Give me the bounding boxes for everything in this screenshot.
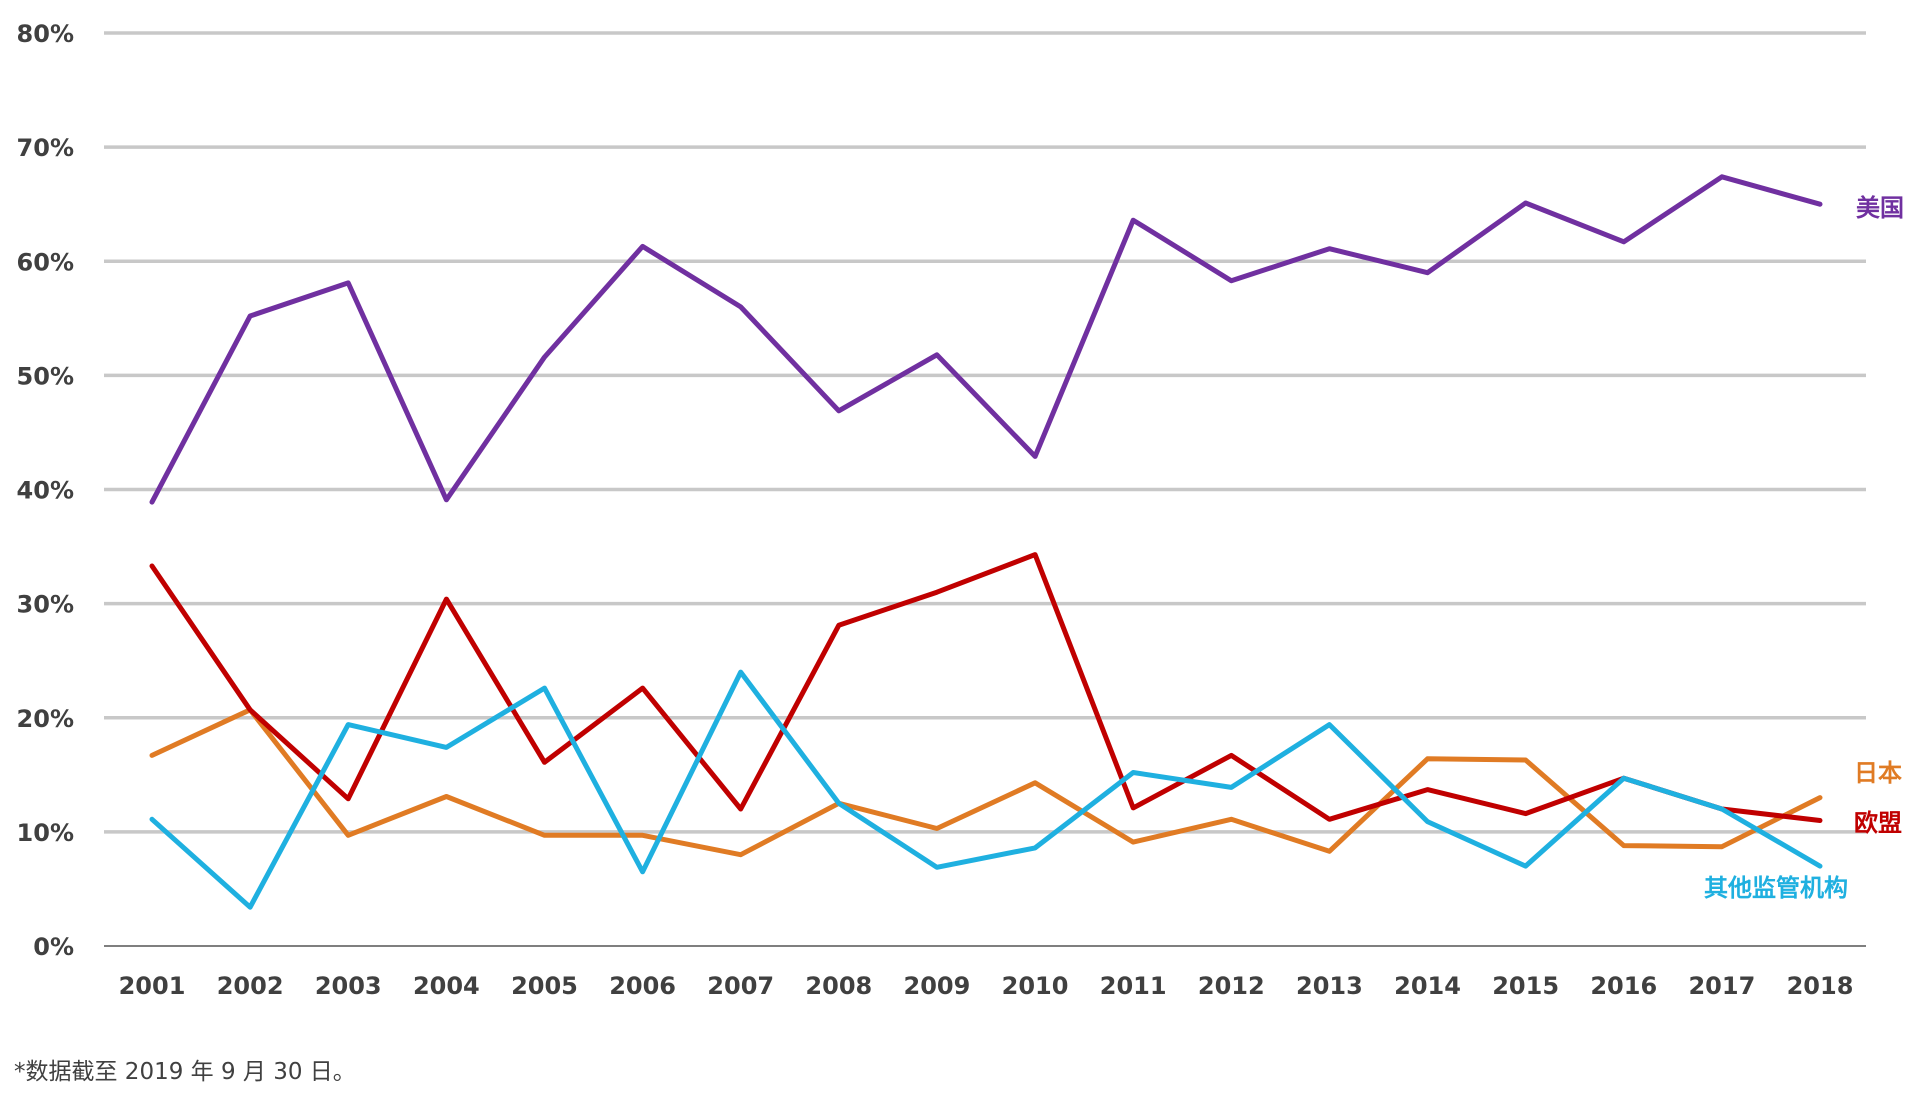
x-tick-label: 2007 bbox=[707, 972, 774, 1000]
y-tick-label: 40% bbox=[17, 477, 74, 505]
x-tick-label: 2004 bbox=[413, 972, 480, 1000]
series-line-3 bbox=[149, 669, 1823, 910]
x-tick-label: 2016 bbox=[1590, 972, 1657, 1000]
y-tick-label: 20% bbox=[17, 705, 74, 733]
x-axis-ticks: 2001 2002 2003 2004 2005 2006 2007 2008 2009 2010… bbox=[119, 972, 1854, 1000]
y-tick-label: 10% bbox=[17, 819, 74, 847]
series-line-0 bbox=[149, 174, 1823, 505]
y-tick-label: 70% bbox=[17, 134, 74, 162]
gridlines bbox=[104, 31, 1866, 947]
x-tick-label: 2018 bbox=[1787, 972, 1854, 1000]
x-tick-label: 2014 bbox=[1394, 972, 1461, 1000]
y-tick-label: 60% bbox=[17, 248, 74, 276]
x-tick-label: 2001 bbox=[119, 972, 186, 1000]
y-tick-label: 50% bbox=[17, 362, 74, 390]
y-tick-label: 80% bbox=[17, 20, 74, 48]
series-label-1: 日本 bbox=[1854, 759, 1902, 787]
y-tick-label: 0% bbox=[33, 933, 74, 961]
x-tick-label: 2009 bbox=[904, 972, 971, 1000]
y-tick-label: 30% bbox=[17, 591, 74, 619]
series-label-3: 其他监管机构 bbox=[1704, 874, 1848, 902]
series-label-2: 欧盟 bbox=[1854, 809, 1902, 837]
series-label-0: 美国 bbox=[1856, 194, 1904, 222]
x-tick-label: 2003 bbox=[315, 972, 382, 1000]
x-tick-label: 2008 bbox=[805, 972, 872, 1000]
series-lines bbox=[149, 174, 1823, 910]
x-tick-label: 2013 bbox=[1296, 972, 1363, 1000]
series-line-2 bbox=[149, 552, 1823, 823]
x-tick-label: 2006 bbox=[609, 972, 676, 1000]
x-tick-label: 2012 bbox=[1198, 972, 1265, 1000]
x-tick-label: 2002 bbox=[217, 972, 284, 1000]
x-tick-label: 2015 bbox=[1492, 972, 1559, 1000]
x-tick-label: 2017 bbox=[1688, 972, 1755, 1000]
series-line-1 bbox=[149, 707, 1823, 858]
footnote: *数据截至 2019 年 9 月 30 日。 bbox=[14, 1059, 356, 1085]
x-tick-label: 2005 bbox=[511, 972, 578, 1000]
x-tick-label: 2010 bbox=[1002, 972, 1069, 1000]
y-axis-ticks: 0% 10% 20% 30% 40% 50% 60% 70% 80% bbox=[17, 20, 74, 961]
x-tick-label: 2011 bbox=[1100, 972, 1167, 1000]
